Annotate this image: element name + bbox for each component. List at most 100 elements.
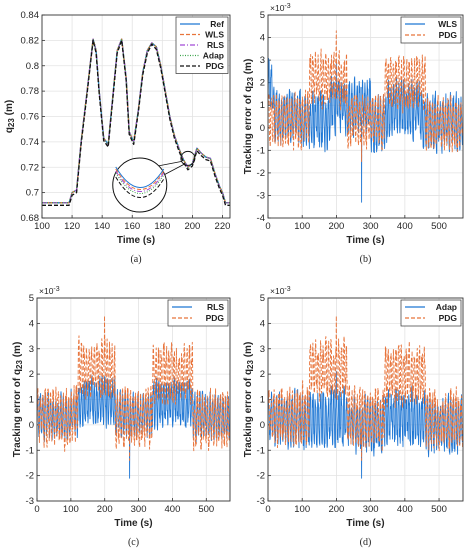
x-axis-label: Time (s) [346,518,384,529]
series-group [37,315,230,479]
zoom-connector [163,164,185,176]
y-tick-label: -2 [26,471,34,482]
x-tick-label: 120 [64,221,80,232]
inset-line-rls [115,170,165,192]
y-tick-label: -3 [257,496,265,507]
y-tick-label: -1 [257,145,265,156]
y-tick-label: 0 [29,420,34,431]
y-tick-label: 1 [260,100,265,111]
series-group [42,38,230,206]
series-line-pdg [268,30,463,163]
x-tick-label: 200 [328,221,344,232]
y-axis-label: Tracking error of q23 (m) [243,59,255,175]
y-tick-label: 2 [260,369,265,380]
x-tick-label: 400 [165,504,181,515]
x-tick-label: 100 [294,221,310,232]
x-tick-label: 200 [328,504,344,515]
y-tick-label: -4 [257,213,265,224]
x-tick-label: 0 [265,504,270,515]
x-tick-label: 500 [431,221,447,232]
inset-line-wls [115,168,165,190]
legend-label: PDG [206,61,225,71]
legend-label: RLS [207,40,224,50]
series-line-adap [42,38,230,204]
y-tick-label: 0.8 [26,61,39,72]
panel-caption: (a) [130,254,141,265]
axis-multiplier: ×10-3 [39,286,60,296]
x-axis-label: Time (s) [346,235,384,246]
y-tick-label: -1 [26,445,34,456]
series-group [268,315,463,479]
legend-box [400,299,462,327]
x-tick-label: 160 [124,221,140,232]
x-tick-label: 0 [265,221,270,232]
y-tick-label: 5 [260,10,265,21]
zoom-inset [112,157,168,213]
y-tick-label: -2 [257,471,265,482]
legend-label: WLS [205,30,224,40]
y-tick-label: 4 [29,318,34,329]
axes-frame [267,14,464,219]
x-axis-label: Time (s) [117,235,155,246]
y-tick-label: -3 [26,496,34,507]
legend-label: WLS [438,19,457,29]
legend-label: PDG [439,313,458,323]
panel-d: 0 100 200 300 400 500 -3 -2 -1 0 1 2 3 4 5 ×10-3 AdapPDG… [243,286,464,548]
y-tick-label: 5 [260,293,265,304]
y-axis-label: Tracking error of q23 (m) [243,342,255,458]
legend-box [400,16,462,44]
y-tick-label: 0 [260,123,265,134]
y-tick-label: -1 [257,445,265,456]
panel-caption: (c) [128,537,139,548]
x-tick-label: 100 [34,221,50,232]
y-axis-label: q23 (m) [4,100,16,133]
inset-line-pdg [115,176,165,198]
legend-label: PDG [206,313,225,323]
y-tick-label: 0.7 [26,188,39,199]
x-tick-label: 200 [97,504,113,515]
axis-multiplier: ×10-3 [270,3,291,13]
y-tick-label: 0.74 [21,137,40,148]
panel-b: 0 100 200 300 400 500 -4 -3 -2 -1 0 1 2 3 4 5 ×10-3 WLSPD… [243,3,464,265]
y-tick-label: 2 [260,78,265,89]
x-tick-label: 100 [63,504,79,515]
y-axis-label: Tracking error of q23 (m) [12,342,24,458]
y-tick-label: 3 [260,344,265,355]
panel-a: 100 120 140 160 180 200 220 0.68 0.7 0.72 0.74 0.76… [4,10,231,265]
x-tick-label: 0 [34,504,39,515]
y-tick-label: 1 [29,395,34,406]
x-tick-label: 500 [198,504,214,515]
panel-caption: (d) [360,537,372,548]
y-tick-label: 0.84 [21,10,40,21]
legend-label: Adap [436,302,457,312]
y-tick-label: 5 [29,293,34,304]
y-tick-label: 3 [29,344,34,355]
legend-label: RLS [207,302,224,312]
y-tick-label: -2 [257,168,265,179]
inset-line-adap [115,172,165,194]
legend-label: PDG [439,30,458,40]
legend-label: Ref [210,19,224,29]
inset-line-ref [115,166,165,188]
series-group [268,30,463,203]
y-tick-label: 0.72 [21,162,40,173]
zoom-marker [180,150,196,166]
panel-caption: (b) [360,254,372,265]
x-tick-label: 400 [397,504,413,515]
y-tick-label: 3 [260,55,265,66]
series-line-pdg [268,315,463,461]
y-tick-label: 0 [260,420,265,431]
axes-frame [41,14,231,219]
y-tick-label: -3 [257,190,265,201]
x-tick-label: 400 [397,221,413,232]
x-tick-label: 300 [363,504,379,515]
legend-box [167,299,229,327]
x-tick-label: 300 [131,504,147,515]
legend-label: Adap [203,51,224,61]
y-tick-label: 2 [29,369,34,380]
